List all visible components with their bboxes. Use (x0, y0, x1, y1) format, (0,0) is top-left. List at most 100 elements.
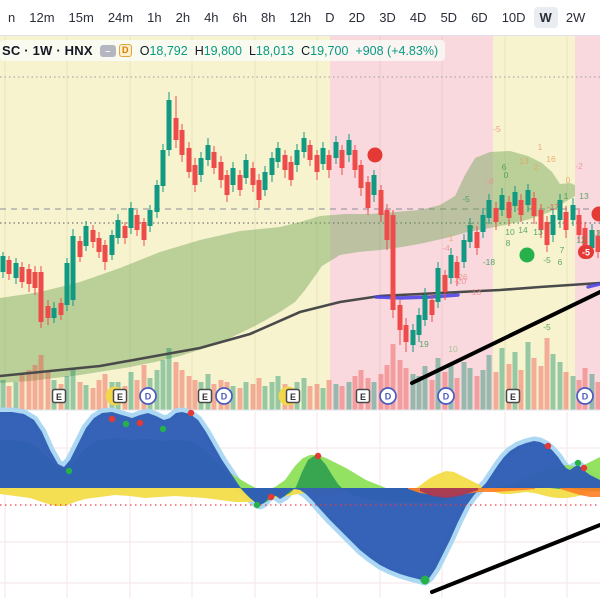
green-pivot-dot (574, 459, 582, 467)
event-badge-D[interactable]: D (576, 387, 594, 405)
red-pivot-dot (187, 409, 195, 417)
timeframe-24m[interactable]: 24m (107, 10, 134, 25)
timeframe-2W[interactable]: 2W (565, 10, 586, 25)
timeframe-12m[interactable]: 12m (29, 10, 55, 25)
svg-text:1: 1 (449, 233, 454, 243)
green-pivot-dot (253, 501, 261, 509)
oscillator-orange-band-right (560, 488, 600, 497)
svg-text:-5: -5 (543, 322, 551, 332)
oscillator-trendline[interactable] (430, 523, 600, 594)
high-label: H (194, 43, 204, 58)
svg-text:D: D (221, 392, 228, 402)
low-value: 18,013 (255, 43, 295, 58)
svg-text:2: 2 (534, 162, 539, 172)
svg-text:-8: -8 (486, 176, 494, 186)
dash-badge-icon[interactable]: – (99, 44, 116, 57)
svg-text:D: D (443, 392, 450, 402)
red-pivot-dot (314, 452, 322, 460)
svg-text:D: D (145, 392, 152, 402)
svg-text:E: E (510, 392, 516, 402)
svg-text:12: 12 (576, 235, 586, 245)
symbol-title[interactable]: SC · 1W · HNX (2, 43, 93, 58)
timeframe-n[interactable]: n (8, 10, 16, 25)
svg-text:-2: -2 (575, 161, 583, 171)
event-badge-E[interactable]: E (197, 388, 213, 404)
timeframe-8h[interactable]: 8h (261, 10, 276, 25)
close-label: C (301, 43, 311, 58)
svg-text:16: 16 (546, 154, 556, 164)
ohlc-readout: O18,792 H19,800 L18,013 C19,700 +908 (+4… (140, 44, 438, 58)
low-label: L (248, 43, 256, 58)
timeframe-2D[interactable]: 2D (348, 10, 366, 25)
event-badge-E[interactable]: E (278, 386, 301, 406)
event-badge-E[interactable]: E (505, 388, 521, 404)
svg-text:E: E (202, 392, 208, 402)
svg-text:13: 13 (591, 228, 600, 238)
svg-text:26: 26 (458, 272, 468, 282)
event-badge-E[interactable]: E (105, 386, 128, 406)
timeframe-D[interactable]: D (325, 10, 335, 25)
timeframe-2h[interactable]: 2h (175, 10, 191, 25)
event-badge-D[interactable]: D (139, 387, 157, 405)
timeframe-12h[interactable]: 12h (289, 10, 312, 25)
red-pivot-dot (544, 442, 552, 450)
red-pivot-dot (108, 415, 116, 423)
timeframe-6D[interactable]: 6D (471, 10, 488, 25)
svg-text:-13: -13 (469, 287, 482, 297)
svg-text:-5: -5 (543, 255, 551, 265)
timeframe-1h[interactable]: 1h (147, 10, 162, 25)
timeframe-5D[interactable]: 5D (440, 10, 458, 25)
red-dot-marker[interactable] (367, 147, 383, 163)
event-badge-D[interactable]: D (215, 387, 233, 405)
svg-text:0: 0 (504, 170, 509, 180)
high-value: 19,800 (203, 43, 242, 58)
signal-badge: -5 (578, 245, 594, 259)
event-badge-E[interactable]: E (355, 388, 371, 404)
timeframe-6h[interactable]: 6h (232, 10, 247, 25)
timeframe-3D[interactable]: 3D (379, 10, 396, 25)
event-badge-D[interactable]: D (437, 387, 455, 405)
close-value: 19,700 (310, 43, 349, 58)
timeframe-4h[interactable]: 4h (204, 10, 219, 25)
ichimoku-cloud (0, 151, 575, 383)
timeframe-15m[interactable]: 15m (68, 10, 94, 25)
daily-flag-badge[interactable]: D (118, 44, 132, 57)
red-pivot-dot (267, 493, 275, 501)
circle-markers (367, 147, 600, 263)
svg-text:7: 7 (560, 245, 565, 255)
timeframe-10D[interactable]: 10D (501, 10, 526, 25)
green-pivot-dot (122, 420, 130, 428)
svg-text:-17: -17 (547, 202, 560, 212)
timeframe-4D[interactable]: 4D (409, 10, 427, 25)
svg-text:13: 13 (579, 191, 589, 201)
red-pivot-dot (580, 464, 588, 472)
oscillator-crimson-band (420, 488, 478, 498)
open-value: 18,792 (149, 43, 188, 58)
green-pivot-dot (65, 467, 73, 475)
red-dot-marker[interactable] (591, 206, 600, 222)
svg-text:1: 1 (538, 142, 543, 152)
svg-text:13: 13 (519, 156, 529, 166)
green-dot-marker[interactable] (519, 247, 535, 263)
svg-text:D: D (582, 392, 589, 402)
svg-text:10: 10 (505, 227, 515, 237)
candles-group (0, 92, 600, 352)
svg-text:10: 10 (448, 344, 458, 354)
svg-text:6: 6 (502, 162, 507, 172)
timeframe-3W[interactable]: 3W (593, 7, 600, 28)
svg-text:-5: -5 (493, 124, 501, 134)
svg-text:E: E (360, 392, 366, 402)
svg-text:E: E (56, 392, 62, 402)
timeframe-W[interactable]: W (533, 7, 558, 28)
event-badge-D[interactable]: D (379, 387, 397, 405)
svg-text:13: 13 (533, 227, 543, 237)
event-badge-E[interactable]: E (51, 388, 67, 404)
open-label: O (139, 43, 150, 58)
trendline-main[interactable] (410, 290, 600, 385)
svg-text:-5: -5 (466, 221, 474, 231)
svg-text:E: E (117, 392, 123, 402)
green-pivot-dot (159, 425, 167, 433)
